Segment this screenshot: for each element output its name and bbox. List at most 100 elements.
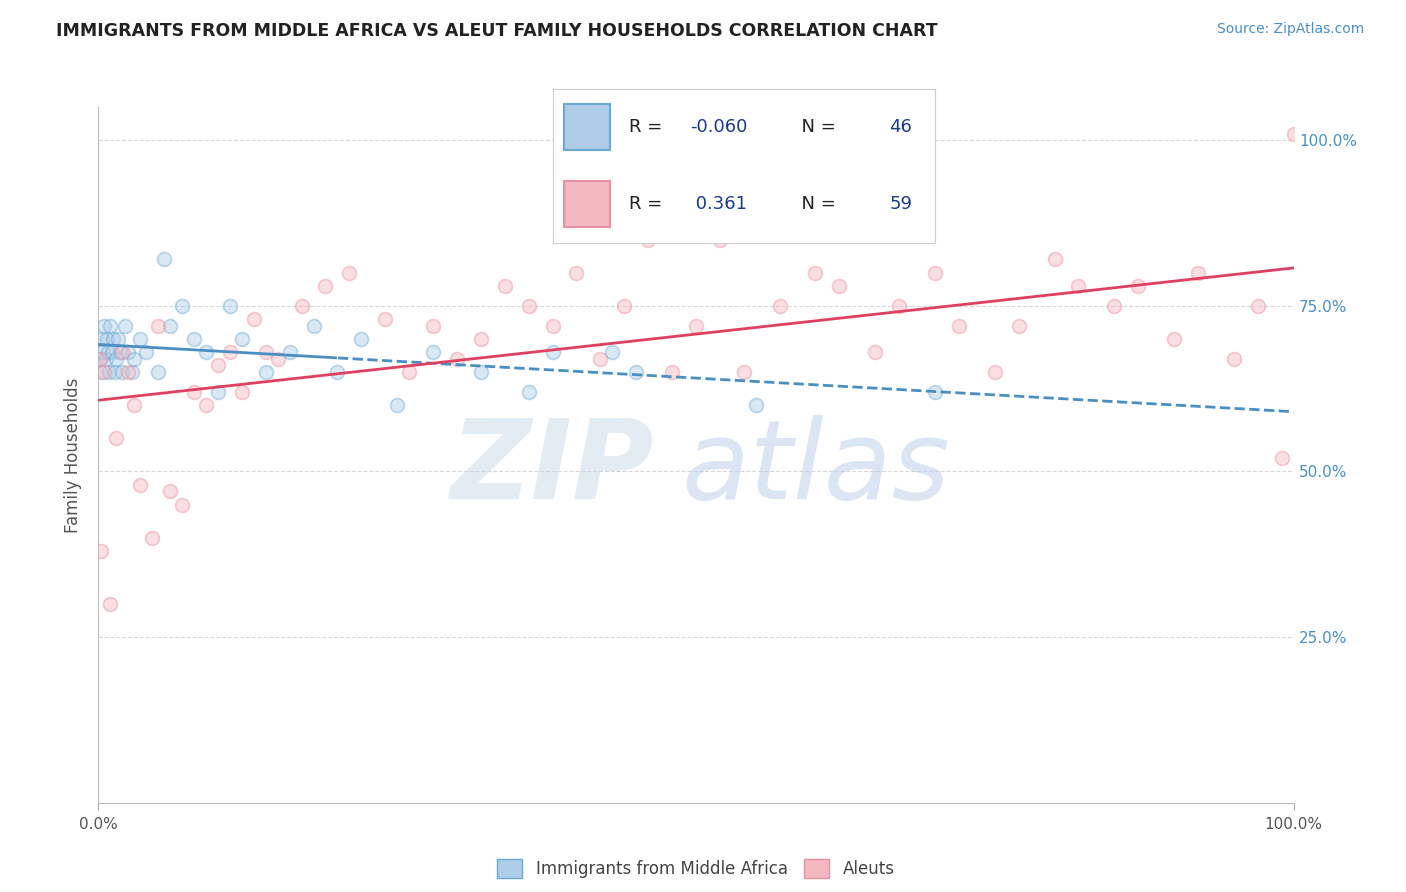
Point xyxy=(93,365,115,379)
Point xyxy=(98,365,121,379)
Point xyxy=(661,365,683,379)
Point xyxy=(219,299,242,313)
Point xyxy=(98,318,122,333)
Point xyxy=(231,332,253,346)
Point xyxy=(804,266,827,280)
Point xyxy=(183,384,205,399)
Text: 0.361: 0.361 xyxy=(690,195,747,213)
Point xyxy=(96,332,118,346)
Text: R =: R = xyxy=(628,195,668,213)
Point xyxy=(1067,279,1090,293)
Point xyxy=(1163,332,1185,346)
Point xyxy=(613,299,636,313)
Point xyxy=(97,345,120,359)
Point xyxy=(105,351,128,366)
Point xyxy=(863,345,887,359)
Point xyxy=(350,332,373,346)
Point xyxy=(121,365,143,379)
Point xyxy=(709,233,731,247)
Point xyxy=(100,345,122,359)
Point xyxy=(148,318,170,333)
Text: 46: 46 xyxy=(889,119,912,136)
Point xyxy=(1187,266,1209,280)
Point xyxy=(129,477,152,491)
Point xyxy=(924,384,946,399)
Point xyxy=(541,318,564,333)
Point xyxy=(302,318,325,333)
Point xyxy=(1246,299,1268,313)
Point xyxy=(470,332,492,346)
Text: -0.060: -0.060 xyxy=(690,119,748,136)
Text: atlas: atlas xyxy=(681,416,950,523)
Point xyxy=(517,299,540,313)
Point xyxy=(290,299,312,313)
Point xyxy=(194,398,218,412)
Point xyxy=(124,398,146,412)
Point xyxy=(565,266,588,280)
Point xyxy=(733,365,755,379)
Point xyxy=(98,597,122,611)
Point xyxy=(117,365,139,379)
Y-axis label: Family Households: Family Households xyxy=(65,377,83,533)
Point xyxy=(194,345,218,359)
Point xyxy=(94,351,117,366)
Point xyxy=(589,351,612,366)
Point xyxy=(135,345,157,359)
Point xyxy=(828,279,851,293)
Text: 59: 59 xyxy=(889,195,912,213)
Point xyxy=(89,351,111,366)
Point xyxy=(1222,351,1246,366)
Point xyxy=(172,299,194,313)
Point xyxy=(267,351,290,366)
Point xyxy=(1128,279,1150,293)
Text: ZIP: ZIP xyxy=(451,416,654,523)
Point xyxy=(1043,252,1066,267)
Text: N =: N = xyxy=(790,195,841,213)
Point xyxy=(924,266,946,280)
Point xyxy=(129,332,152,346)
Point xyxy=(626,365,648,379)
Text: IMMIGRANTS FROM MIDDLE AFRICA VS ALEUT FAMILY HOUSEHOLDS CORRELATION CHART: IMMIGRANTS FROM MIDDLE AFRICA VS ALEUT F… xyxy=(56,22,938,40)
Point xyxy=(107,332,129,346)
Point xyxy=(1282,127,1305,141)
Point xyxy=(1007,318,1029,333)
Point xyxy=(153,252,176,267)
FancyBboxPatch shape xyxy=(564,181,610,227)
Point xyxy=(89,351,111,366)
Point xyxy=(315,279,337,293)
Point xyxy=(517,384,540,399)
Text: Source: ZipAtlas.com: Source: ZipAtlas.com xyxy=(1216,22,1364,37)
Legend: Immigrants from Middle Africa, Aleuts: Immigrants from Middle Africa, Aleuts xyxy=(491,853,901,885)
Point xyxy=(111,345,134,359)
Point xyxy=(326,365,349,379)
Point xyxy=(159,318,181,333)
Point xyxy=(745,398,768,412)
Point xyxy=(602,345,624,359)
Point xyxy=(685,318,707,333)
Point xyxy=(141,531,163,545)
Point xyxy=(446,351,468,366)
Point xyxy=(91,345,114,359)
Point xyxy=(889,299,911,313)
Point xyxy=(124,351,146,366)
Point xyxy=(470,365,492,379)
Point xyxy=(768,299,790,313)
Point xyxy=(1271,451,1294,466)
Point xyxy=(148,365,170,379)
Point xyxy=(231,384,253,399)
Point xyxy=(108,345,131,359)
Point xyxy=(422,345,444,359)
Point xyxy=(207,384,229,399)
Point xyxy=(385,398,409,412)
Point xyxy=(104,365,127,379)
Point xyxy=(101,332,124,346)
Point xyxy=(207,359,229,373)
Point xyxy=(114,318,136,333)
Point xyxy=(948,318,970,333)
Point xyxy=(494,279,516,293)
Point xyxy=(254,345,277,359)
Point xyxy=(984,365,1007,379)
Point xyxy=(374,312,396,326)
Point xyxy=(541,345,564,359)
FancyBboxPatch shape xyxy=(564,104,610,151)
